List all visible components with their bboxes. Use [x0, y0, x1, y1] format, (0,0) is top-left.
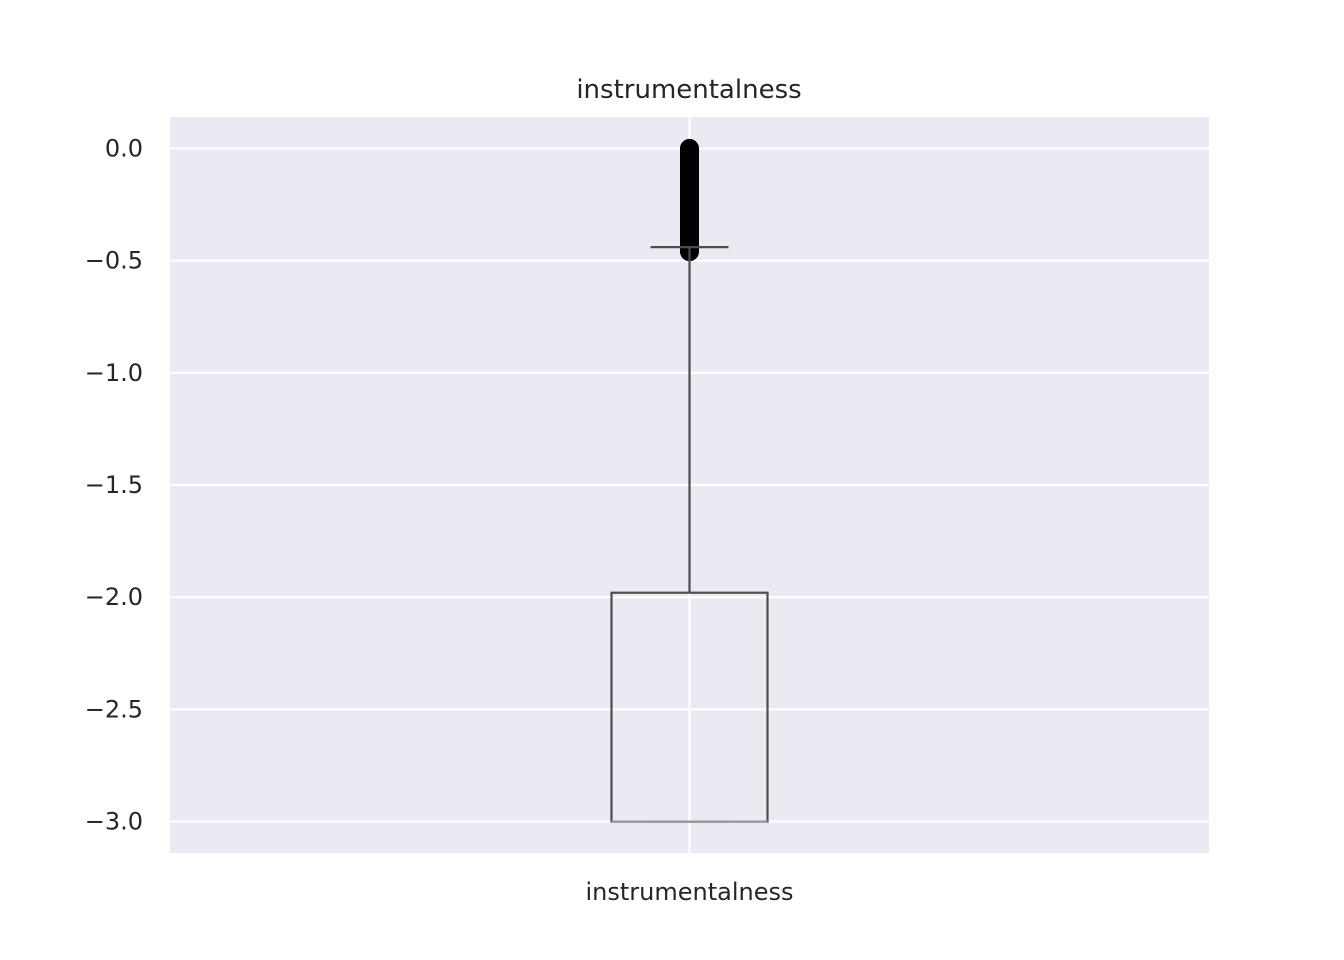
y-tick-label: −2.5 — [85, 695, 143, 723]
chart-title: instrumentalness — [576, 75, 801, 105]
y-axis-ticks: 0.0 −0.5 −1.0 −1.5 −2.0 −2.5 −3.0 instrumentaln… — [85, 134, 794, 906]
outlier-point — [680, 138, 699, 158]
y-tick-label: −3.0 — [85, 808, 143, 836]
box-group — [610, 138, 769, 823]
y-tick-label: −1.0 — [85, 359, 143, 387]
y-tick-label: −2.0 — [85, 583, 143, 611]
y-tick-label: −0.5 — [85, 247, 143, 275]
x-tick-label: instrumentalness — [586, 878, 794, 906]
y-tick-label: −1.5 — [85, 471, 143, 499]
y-tick-label: 0.0 — [105, 134, 143, 162]
